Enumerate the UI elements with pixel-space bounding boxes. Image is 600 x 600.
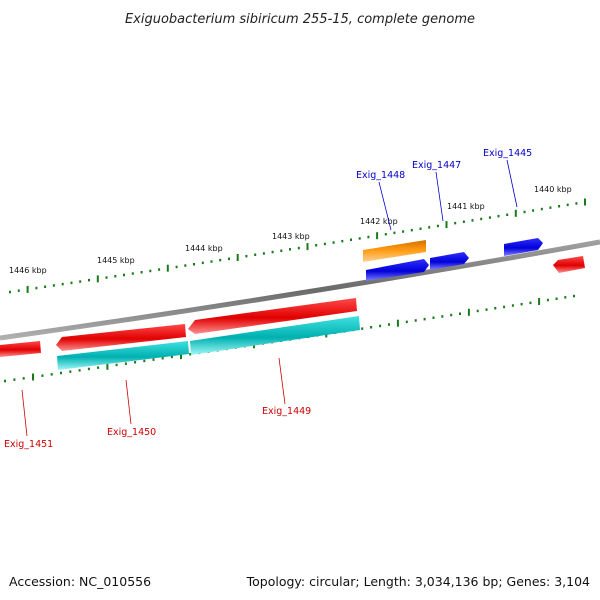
reverse-strand-features xyxy=(0,256,585,370)
gene-arrow-exig-1448[interactable] xyxy=(366,259,429,281)
leader-line-exig-1447 xyxy=(435,171,444,222)
genome-backbone xyxy=(0,239,600,341)
leader-line-exig-1450 xyxy=(125,379,132,425)
genome-title: Exiguobacterium sibiricum 255-15, comple… xyxy=(125,12,475,27)
gene-label-exig-1450[interactable]: Exig_1450 xyxy=(107,427,156,438)
kbp-label-1443: 1443 kbp xyxy=(272,232,310,241)
gene-arrow-exig-1451[interactable] xyxy=(0,341,41,357)
kbp-label-1444: 1444 kbp xyxy=(185,244,223,253)
gene-label-exig-1447[interactable]: Exig_1447 xyxy=(412,160,461,171)
kbp-label-1446: 1446 kbp xyxy=(9,266,47,275)
cds-bar-exig-1449[interactable] xyxy=(190,316,360,355)
gene-arrow-exig-1447[interactable] xyxy=(430,252,469,270)
gene-arrow-exig-1449[interactable] xyxy=(188,298,357,334)
reverse-gene-labels: Exig_1451 Exig_1450 Exig_1449 xyxy=(4,357,311,450)
gene-arrow-exig-1450[interactable] xyxy=(56,324,186,351)
cds-bar-exig-1450[interactable] xyxy=(57,341,189,370)
gene-arrow-exig-1445[interactable] xyxy=(504,238,543,256)
gene-label-exig-1449[interactable]: Exig_1449 xyxy=(262,406,311,417)
outer-tick-row xyxy=(9,198,586,294)
kbp-label-1441: 1441 kbp xyxy=(447,202,485,211)
kbp-label-1442: 1442 kbp xyxy=(360,217,398,226)
leader-line-exig-1445 xyxy=(506,159,518,208)
kbp-label-1445: 1445 kbp xyxy=(97,256,135,265)
gene-arrow-reverse-right[interactable] xyxy=(553,256,585,273)
leader-line-exig-1448 xyxy=(378,181,392,231)
gene-label-exig-1445[interactable]: Exig_1445 xyxy=(483,148,532,159)
gene-feature-orange[interactable] xyxy=(363,240,426,262)
gene-label-exig-1448[interactable]: Exig_1448 xyxy=(356,170,405,181)
kbp-label-1440: 1440 kbp xyxy=(534,185,572,194)
gene-label-exig-1451[interactable]: Exig_1451 xyxy=(4,439,53,450)
forward-strand-features xyxy=(363,238,543,281)
kbp-labels: 1446 kbp 1445 kbp 1444 kbp 1443 kbp 1442… xyxy=(9,185,572,275)
forward-gene-labels: Exig_1448 Exig_1447 Exig_1445 xyxy=(356,148,532,231)
leader-line-exig-1451 xyxy=(21,389,28,437)
genome-summary-text: Topology: circular; Length: 3,034,136 bp… xyxy=(246,574,590,589)
leader-line-exig-1449 xyxy=(278,357,286,405)
accession-text: Accession: NC_010556 xyxy=(9,574,151,589)
